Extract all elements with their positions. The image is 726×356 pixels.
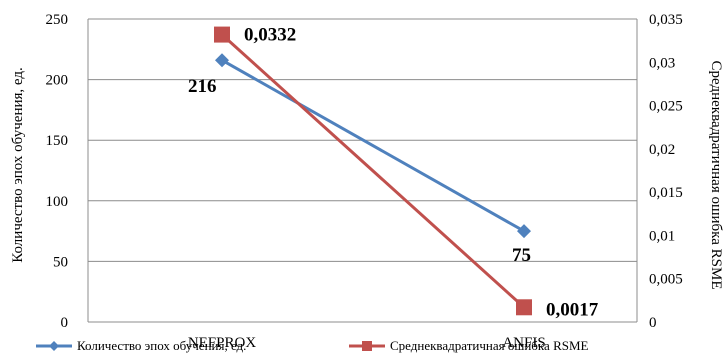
left-axis-title: Количество эпох обучения, ед. — [10, 67, 26, 263]
legend: Количество эпох обучения, ед. Среднеквадр… — [36, 338, 589, 353]
right-tick-label: 0,035 — [649, 12, 683, 28]
data-point — [516, 299, 532, 316]
data-label: 75 — [512, 245, 531, 266]
right-axis-ticks: 0 0,005 0,01 0,015 0,02 0,025 0,03 0,035 — [649, 12, 683, 331]
data-label: 216 — [188, 76, 217, 97]
left-tick-label: 200 — [46, 73, 69, 89]
data-point — [214, 26, 230, 43]
legend-marker — [362, 341, 372, 351]
right-axis-title: Среднеквадратичная ошибка RSME — [708, 61, 724, 290]
right-tick-label: 0,015 — [649, 185, 683, 201]
data-point — [215, 53, 229, 68]
left-tick-label: 0 — [61, 315, 69, 331]
series-layer — [214, 26, 532, 316]
legend-entry: Количество эпох обучения, ед. — [77, 338, 246, 353]
category-labels: NEFPROX ANFIS — [188, 335, 546, 351]
axes — [87, 19, 638, 323]
right-tick-label: 0,01 — [649, 228, 675, 244]
left-tick-label: 50 — [53, 254, 68, 270]
right-tick-label: 0,005 — [649, 272, 683, 288]
data-labels-layer: 216 75 0,0332 0,0017 — [188, 25, 599, 321]
right-tick-label: 0 — [649, 315, 657, 331]
data-point — [517, 224, 531, 239]
left-tick-label: 150 — [46, 133, 69, 149]
legend-marker — [49, 341, 59, 351]
series-line — [220, 33, 526, 309]
series-line — [221, 58, 525, 233]
legend-entry: Среднеквадратичная ошибка RSME — [390, 338, 589, 353]
left-tick-label: 100 — [46, 194, 69, 210]
right-tick-label: 0,025 — [649, 99, 683, 115]
category-label: ANFIS — [502, 335, 545, 351]
left-tick-label: 250 — [46, 12, 69, 28]
left-axis-ticks: 0 50 100 150 200 250 — [46, 12, 69, 331]
data-label: 0,0017 — [546, 299, 599, 320]
data-label: 0,0332 — [244, 25, 296, 46]
category-label: NEFPROX — [188, 335, 257, 351]
right-tick-label: 0,02 — [649, 142, 675, 158]
right-tick-label: 0,03 — [649, 55, 675, 71]
